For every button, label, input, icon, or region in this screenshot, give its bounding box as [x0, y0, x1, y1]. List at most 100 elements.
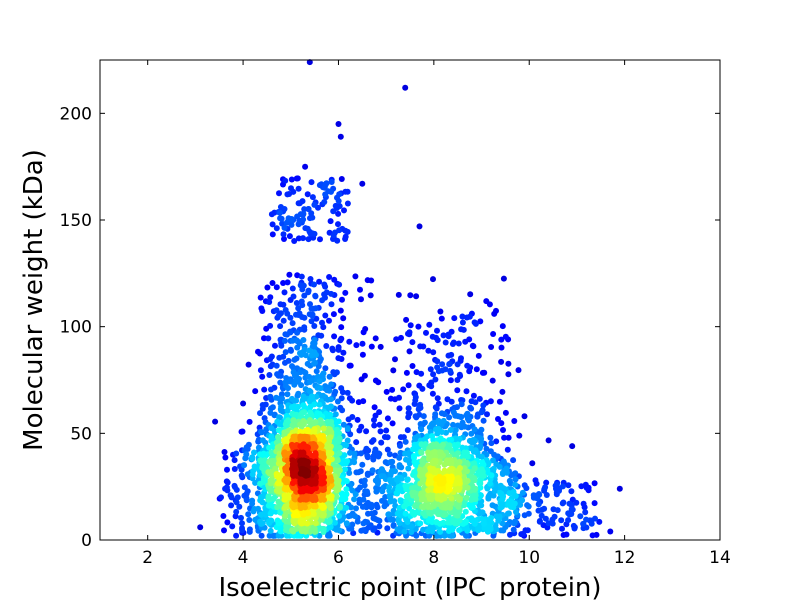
data-point — [521, 413, 528, 420]
data-point — [563, 531, 570, 538]
data-point — [545, 437, 552, 444]
data-point — [251, 449, 257, 456]
data-point — [433, 519, 440, 526]
data-point — [441, 411, 448, 418]
data-point — [487, 480, 494, 487]
data-point — [342, 289, 349, 296]
data-point — [288, 185, 294, 192]
data-point — [267, 356, 274, 362]
data-point — [333, 445, 340, 452]
data-point — [554, 507, 561, 514]
data-point — [238, 472, 245, 479]
data-point — [442, 504, 449, 511]
data-point — [343, 478, 350, 485]
data-point — [266, 299, 273, 305]
data-point — [418, 496, 425, 503]
data-point — [352, 273, 359, 280]
data-point — [565, 517, 572, 524]
data-point — [277, 215, 284, 222]
data-point — [387, 516, 394, 523]
data-point — [418, 370, 425, 377]
data-point — [266, 518, 273, 525]
data-point — [483, 445, 490, 452]
data-point — [315, 363, 322, 370]
data-point — [591, 500, 598, 507]
data-point — [389, 420, 396, 427]
data-point — [450, 421, 456, 428]
data-point — [392, 356, 398, 363]
data-point — [370, 453, 377, 460]
data-point — [376, 421, 383, 428]
data-point — [589, 532, 596, 539]
data-point — [420, 526, 427, 533]
data-point — [510, 526, 517, 533]
data-point — [428, 504, 435, 511]
data-point — [221, 449, 228, 455]
data-point — [448, 475, 455, 482]
data-point — [419, 385, 426, 392]
data-point — [293, 300, 300, 306]
data-point — [405, 410, 412, 416]
data-point — [459, 419, 466, 426]
data-point — [274, 418, 281, 425]
data-point — [347, 449, 353, 456]
data-point — [255, 348, 261, 355]
data-point — [281, 236, 287, 242]
data-point — [269, 221, 276, 228]
data-point — [299, 494, 306, 501]
data-point — [328, 301, 335, 308]
data-point — [498, 420, 505, 427]
data-point — [395, 518, 402, 524]
data-point — [322, 191, 329, 198]
data-point — [290, 417, 297, 424]
data-point — [513, 509, 519, 515]
data-point — [268, 386, 274, 393]
data-point — [310, 511, 317, 517]
data-point — [258, 429, 265, 436]
data-point — [288, 221, 295, 228]
data-point — [249, 500, 256, 507]
data-point — [476, 480, 483, 487]
data-point — [300, 420, 307, 427]
data-point — [288, 176, 295, 183]
data-point — [412, 397, 419, 404]
data-point — [336, 203, 343, 210]
data-point — [569, 443, 576, 450]
data-point — [298, 273, 305, 280]
y-axis-ticks: 0 50 100 150 200 — [60, 104, 720, 551]
data-point — [437, 308, 444, 315]
data-point — [425, 449, 432, 456]
data-point — [580, 500, 587, 507]
data-point — [427, 510, 434, 517]
data-point — [285, 385, 291, 392]
data-point — [245, 361, 252, 368]
data-point — [291, 381, 298, 388]
data-point — [317, 495, 324, 502]
data-point — [335, 477, 342, 484]
data-point — [262, 401, 269, 408]
data-point — [395, 484, 402, 490]
data-point — [480, 402, 487, 409]
data-point — [344, 426, 351, 432]
data-point — [221, 527, 227, 534]
data-point — [446, 466, 453, 473]
data-point — [500, 527, 507, 534]
data-point — [293, 311, 299, 318]
data-point — [257, 511, 264, 518]
data-point — [315, 509, 322, 516]
data-point — [276, 488, 283, 495]
data-point — [507, 531, 513, 538]
data-point — [429, 333, 436, 340]
data-point — [438, 486, 445, 493]
data-point — [335, 121, 342, 127]
data-point — [302, 470, 309, 477]
data-point — [336, 513, 343, 519]
data-point — [396, 454, 403, 461]
data-point — [290, 364, 297, 371]
data-point — [455, 467, 462, 474]
data-point — [340, 315, 347, 322]
data-point — [442, 339, 449, 346]
data-point — [317, 417, 324, 424]
data-point — [222, 485, 229, 492]
data-point — [338, 385, 345, 392]
